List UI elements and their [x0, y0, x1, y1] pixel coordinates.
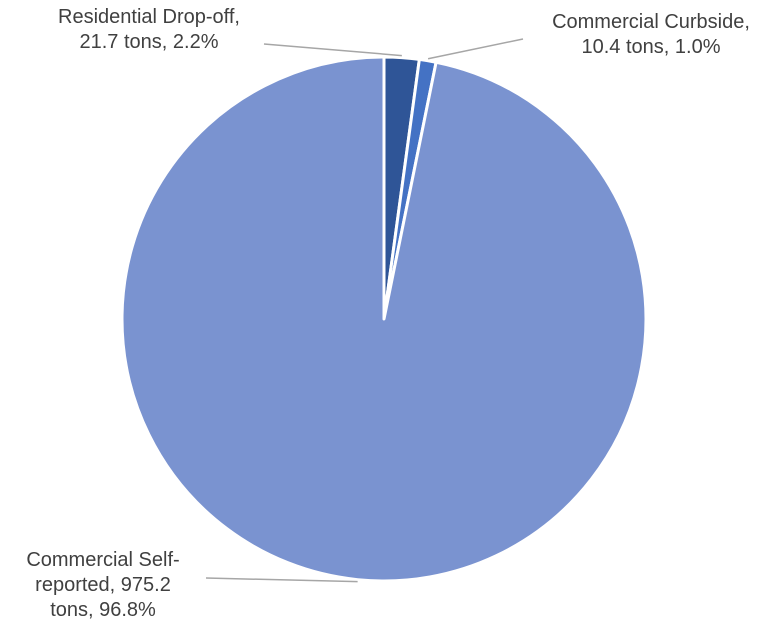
data-label-line: Residential Drop-off,	[58, 6, 240, 28]
data-label-residential-drop-off: Residential Drop-off, 21.7 tons, 2.2%	[18, 5, 280, 55]
leader-line-commercial-curbside	[427, 38, 524, 60]
data-label-commercial-self-reported: Commercial Self- reported, 975.2 tons, 9…	[0, 548, 206, 623]
data-label-line: reported, 975.2	[35, 574, 171, 596]
data-label-line: Commercial Curbside,	[552, 11, 750, 33]
leader-line-commercial-self-reported	[205, 577, 358, 583]
data-label-line: 10.4 tons, 1.0%	[581, 36, 721, 58]
leader-line-residential-drop-off	[263, 43, 402, 57]
data-label-commercial-curbside: Commercial Curbside, 10.4 tons, 1.0%	[520, 10, 780, 60]
pie-slice-commercial-self-reported	[120, 55, 648, 583]
data-label-line: Commercial Self-	[26, 549, 180, 571]
data-label-line: tons, 96.8%	[50, 599, 156, 621]
data-label-line: 21.7 tons, 2.2%	[79, 31, 219, 53]
